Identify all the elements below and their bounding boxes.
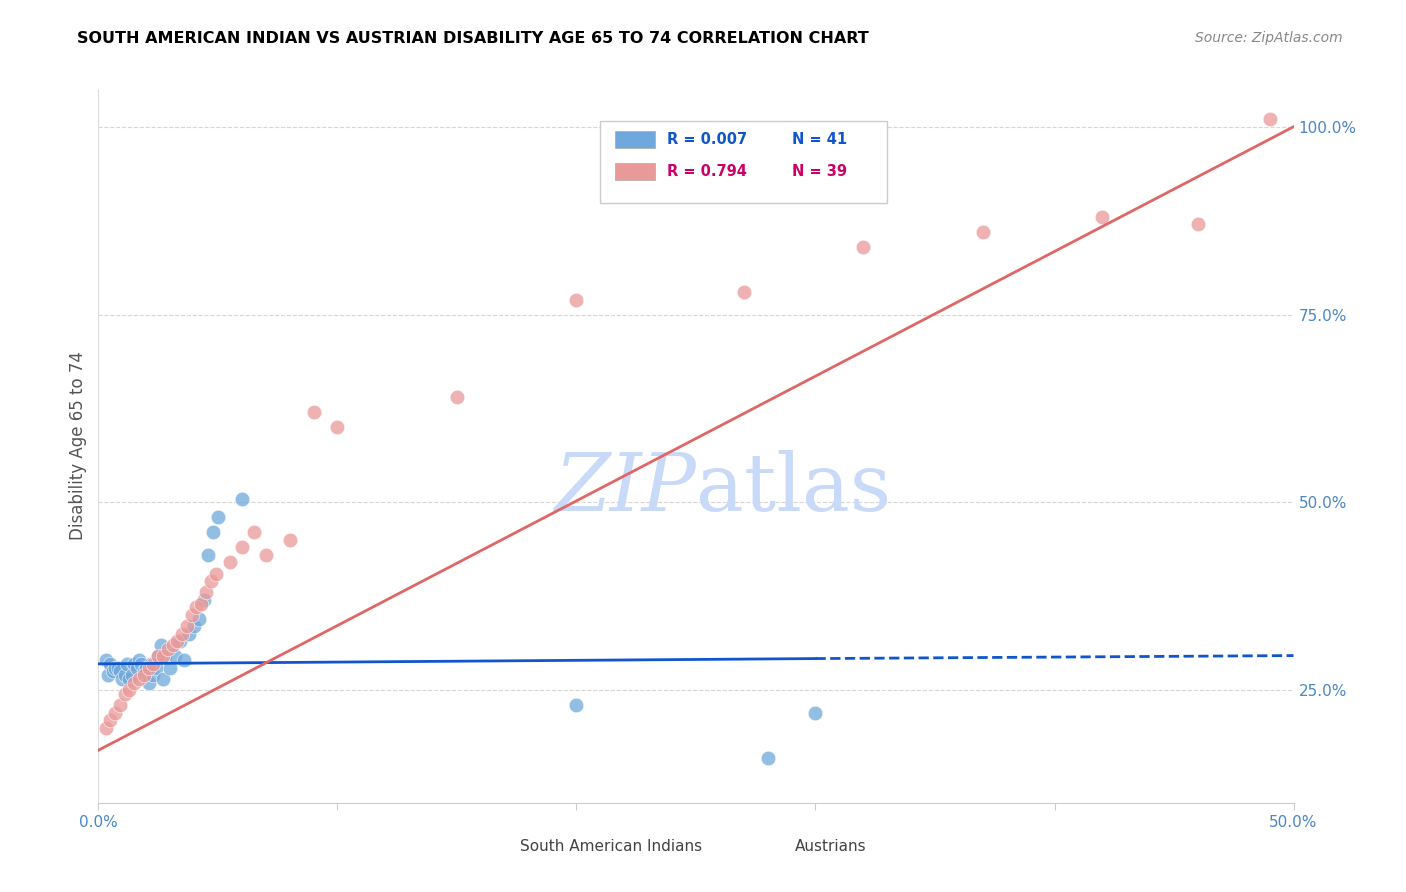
Point [200, 574, 222, 589]
Point [114, 687, 136, 701]
Point [565, 293, 588, 307]
Text: SOUTH AMERICAN INDIAN VS AUSTRIAN DISABILITY AGE 65 TO 74 CORRELATION CHART: SOUTH AMERICAN INDIAN VS AUSTRIAN DISABI… [77, 31, 869, 46]
Text: R = 0.007: R = 0.007 [668, 132, 748, 147]
FancyBboxPatch shape [614, 131, 655, 148]
Point [135, 660, 157, 674]
Point [219, 556, 242, 570]
Point [302, 405, 325, 419]
FancyBboxPatch shape [600, 121, 887, 203]
Y-axis label: Disability Age 65 to 74: Disability Age 65 to 74 [69, 351, 87, 541]
Point [190, 597, 212, 611]
FancyBboxPatch shape [475, 838, 510, 855]
Text: Source: ZipAtlas.com: Source: ZipAtlas.com [1195, 31, 1343, 45]
Point [98, 657, 122, 671]
Point [446, 390, 468, 404]
Point [124, 675, 146, 690]
Point [131, 657, 153, 671]
Point [148, 649, 170, 664]
Text: N = 39: N = 39 [792, 164, 846, 178]
Point [108, 698, 131, 713]
Point [107, 660, 129, 674]
Point [183, 619, 205, 633]
Point [138, 660, 160, 674]
Point [121, 668, 143, 682]
Point [326, 420, 349, 434]
Point [162, 638, 184, 652]
Point [156, 641, 179, 656]
Point [243, 525, 266, 540]
Point [159, 660, 181, 674]
Point [972, 225, 994, 239]
Point [138, 675, 160, 690]
Text: South American Indians: South American Indians [520, 838, 703, 854]
Point [128, 653, 150, 667]
Point [278, 533, 301, 547]
Point [186, 600, 208, 615]
Point [565, 698, 588, 713]
Point [148, 649, 170, 664]
FancyBboxPatch shape [614, 162, 655, 180]
Point [756, 750, 779, 764]
Text: R = 0.794: R = 0.794 [668, 164, 747, 178]
Point [118, 683, 141, 698]
Point [187, 612, 209, 626]
Point [132, 665, 155, 679]
Point [733, 285, 755, 299]
Point [852, 240, 875, 254]
Point [108, 665, 131, 679]
Point [163, 649, 186, 664]
Text: N = 41: N = 41 [792, 132, 846, 147]
Point [114, 668, 136, 682]
Point [202, 525, 225, 540]
Point [128, 672, 150, 686]
Point [169, 634, 191, 648]
Point [111, 672, 134, 686]
Point [139, 657, 162, 671]
Point [115, 657, 138, 671]
Point [1258, 112, 1281, 127]
Point [94, 653, 117, 667]
Point [132, 668, 155, 682]
Point [197, 548, 219, 562]
Point [98, 713, 122, 727]
Point [149, 638, 172, 652]
Point [166, 634, 188, 648]
Point [152, 672, 174, 686]
Point [207, 510, 229, 524]
Point [173, 653, 195, 667]
Point [204, 566, 226, 581]
Text: Austrians: Austrians [796, 838, 866, 854]
Point [94, 721, 117, 735]
Point [1091, 210, 1114, 224]
Point [142, 657, 165, 671]
Point [195, 585, 218, 599]
Point [193, 593, 215, 607]
Point [155, 649, 177, 664]
Point [97, 668, 120, 682]
Point [231, 491, 253, 506]
Point [125, 660, 148, 674]
Text: atlas: atlas [696, 450, 891, 528]
FancyBboxPatch shape [749, 838, 786, 855]
Point [804, 706, 827, 720]
Point [180, 607, 202, 622]
Point [104, 706, 127, 720]
Point [179, 627, 201, 641]
Point [176, 619, 198, 633]
Text: ZIP: ZIP [554, 450, 696, 527]
Point [1187, 218, 1209, 232]
Point [172, 627, 194, 641]
Point [104, 660, 127, 674]
Point [124, 657, 146, 671]
Point [254, 548, 277, 562]
Point [145, 660, 167, 674]
Point [101, 665, 124, 679]
Point [231, 541, 253, 555]
Point [152, 649, 174, 664]
Point [142, 668, 165, 682]
Point [118, 672, 141, 686]
